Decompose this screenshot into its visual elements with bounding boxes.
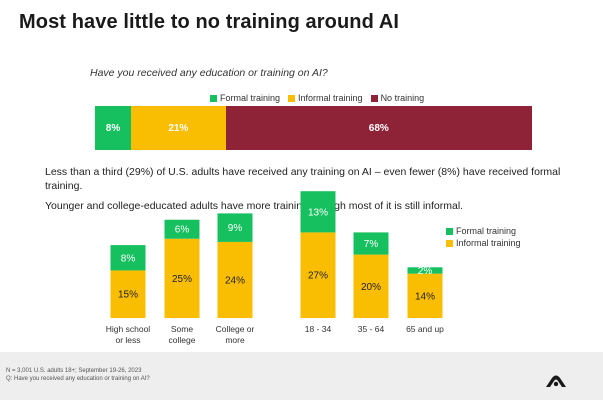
category-label-2: College or more bbox=[216, 324, 255, 345]
category-label-3: 18 - 34 bbox=[305, 324, 332, 334]
legend-label-informal: Informal training bbox=[298, 93, 363, 103]
bar-informal-label-2: 24% bbox=[225, 275, 245, 286]
bar-informal-label-0: 15% bbox=[118, 290, 138, 301]
legend-label-none: No training bbox=[380, 93, 425, 103]
bar-informal-label-1: 25% bbox=[172, 274, 192, 285]
category-label-4: 35 - 64 bbox=[358, 324, 385, 334]
bar-formal-2 bbox=[217, 213, 253, 242]
bar-informal-2 bbox=[217, 241, 253, 318]
bar-formal-label-4: 7% bbox=[364, 239, 379, 250]
overall-stacked-bar: 8% 21% 68% bbox=[95, 106, 532, 150]
bar-formal-3 bbox=[300, 191, 336, 233]
overall-bar-label-informal: 21% bbox=[168, 122, 189, 134]
side-legend-item-formal: Formal training bbox=[446, 226, 521, 236]
brand-logo-icon bbox=[546, 375, 566, 387]
category-label-1: Some college bbox=[169, 324, 196, 345]
bar-informal-3 bbox=[300, 232, 336, 318]
overall-bar-label-none: 68% bbox=[368, 122, 389, 134]
bar-informal-label-3: 27% bbox=[308, 271, 328, 282]
bar-formal-label-2: 9% bbox=[228, 223, 243, 234]
bar-formal-label-1: 6% bbox=[175, 225, 190, 236]
bar-informal-1 bbox=[164, 238, 200, 318]
side-legend-label-informal: Informal training bbox=[456, 238, 521, 248]
side-legend-label-formal: Formal training bbox=[456, 226, 517, 236]
footnote-sample: N = 3,001 U.S. adults 18+; September 19-… bbox=[6, 368, 142, 374]
category-label-0: High school or less bbox=[106, 324, 151, 345]
top-legend: Formal training Informal training No tra… bbox=[210, 93, 424, 103]
bar-informal-label-4: 20% bbox=[361, 282, 381, 293]
bar-formal-0 bbox=[110, 245, 146, 271]
bar-informal-0 bbox=[110, 270, 146, 318]
side-legend-item-informal: Informal training bbox=[446, 238, 521, 248]
footer: N = 3,001 U.S. adults 18+; September 19-… bbox=[0, 352, 603, 400]
legend-item-none: No training bbox=[370, 93, 425, 103]
legend-swatch-informal bbox=[288, 94, 296, 102]
summary-paragraph-2: Younger and college-educated adults have… bbox=[45, 200, 464, 212]
legend-label-formal: Formal training bbox=[220, 93, 281, 103]
bar-formal-label-5: 2% bbox=[418, 266, 433, 277]
bar-informal-5 bbox=[407, 273, 443, 318]
bar-informal-label-5: 14% bbox=[415, 291, 435, 302]
legend-item-formal: Formal training bbox=[210, 93, 280, 103]
legend-item-informal: Informal training bbox=[288, 93, 363, 103]
side-legend-swatch-formal bbox=[446, 227, 453, 235]
side-legend-swatch-informal bbox=[446, 239, 453, 247]
footnote-question: Q: Have you received any education or tr… bbox=[6, 376, 150, 382]
bar-formal-5 bbox=[407, 267, 443, 274]
bar-formal-label-3: 13% bbox=[308, 207, 328, 218]
overall-bar-segment-formal: 8% bbox=[95, 106, 132, 150]
overall-bar-segment-informal: 21% bbox=[131, 106, 226, 150]
subgroup-bar-chart: 15% 8% High school or less 25% 6% Some college 2… bbox=[106, 191, 444, 345]
survey-question: Have you received any education or train… bbox=[90, 67, 328, 79]
legend-swatch-formal bbox=[210, 94, 217, 102]
bar-formal-label-0: 8% bbox=[121, 253, 136, 264]
bar-formal-4 bbox=[353, 232, 389, 255]
category-label-5: 65 and up bbox=[406, 324, 444, 334]
side-legend: Formal training Informal training bbox=[446, 226, 521, 250]
bar-formal-1 bbox=[164, 219, 200, 239]
overall-bar-label-formal: 8% bbox=[105, 122, 121, 134]
page-title: Most have little to no training around A… bbox=[19, 11, 400, 33]
overall-bar-segment-none: 68% bbox=[225, 106, 532, 150]
summary-paragraph-1: Less than a third (29%) of U.S. adults h… bbox=[45, 166, 561, 192]
bar-informal-4 bbox=[353, 254, 389, 318]
legend-swatch-none bbox=[370, 94, 378, 102]
